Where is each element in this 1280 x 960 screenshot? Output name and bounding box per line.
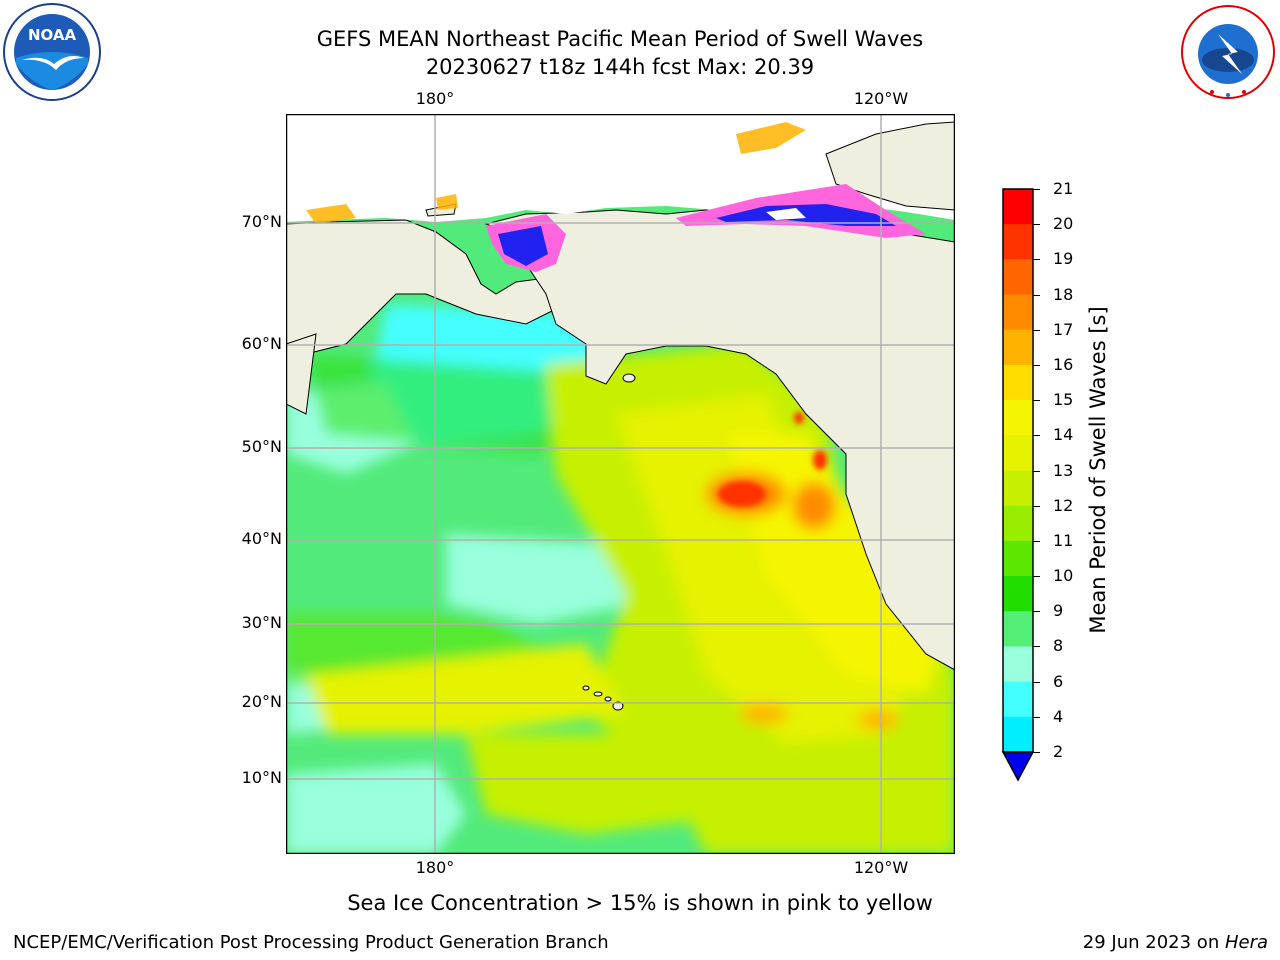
- colorbar-tick-label: 16: [1053, 354, 1074, 374]
- colorbar-tick-label: 11: [1053, 530, 1074, 550]
- colorbar-swatch: [1003, 576, 1033, 612]
- colorbar-tick-mark: [1033, 611, 1040, 613]
- chart-subtitle: 20230627 t18z 144h fcst Max: 20.39: [425, 55, 815, 79]
- chart-title: GEFS MEAN Northeast Pacific Mean Period …: [316, 27, 924, 51]
- colorbar-swatch: [1003, 259, 1033, 296]
- colorbar-tick-mark: [1033, 364, 1040, 366]
- lon-label-120w-top: 120°W: [853, 89, 909, 108]
- colorbar-tick-label: 8: [1053, 636, 1064, 656]
- colorbar-tick-label: 10: [1053, 566, 1074, 586]
- colorbar-tick-mark: [1033, 505, 1040, 507]
- lon-label-120w-bottom: 120°W: [853, 858, 909, 877]
- colorbar-swatch: [1003, 364, 1033, 401]
- colorbar-tick-mark: [1033, 259, 1040, 261]
- noaa-logo-text: NOAA: [28, 26, 77, 44]
- lat-label-20n: 20°N: [241, 692, 282, 711]
- swell-field: [286, 304, 955, 854]
- colorbar-swatch: [1003, 505, 1033, 542]
- colorbar-tick-label: 6: [1053, 671, 1064, 691]
- footer-host: Hera: [1224, 932, 1268, 953]
- colorbar-tick-label: 15: [1053, 390, 1074, 410]
- colorbar-tick-mark: [1033, 752, 1040, 753]
- lon-label-180-top: 180°: [415, 89, 455, 108]
- colorbar-swatch: [1003, 470, 1033, 507]
- colorbar-tick-label: 20: [1053, 214, 1074, 234]
- colorbar-tick-mark: [1033, 400, 1040, 402]
- lat-label-30n: 30°N: [241, 613, 282, 632]
- colorbar-swatch: [1003, 611, 1033, 647]
- colorbar-tick-label: 2: [1053, 742, 1064, 761]
- colorbar-label: Mean Period of Swell Waves [s]: [1086, 306, 1110, 634]
- lat-label-60n: 60°N: [241, 334, 282, 353]
- lat-label-50n: 50°N: [241, 437, 282, 456]
- footer-org: NCEP/EMC/Verification Post Processing Pr…: [13, 932, 609, 953]
- lat-label-10n: 10°N: [241, 768, 282, 787]
- colorbar-swatch: [1003, 294, 1033, 331]
- colorbar-tick-mark: [1033, 716, 1040, 718]
- colorbar-extend-arrow: [1001, 751, 1035, 782]
- sea-ice-note: Sea Ice Concentration > 15% is shown in …: [347, 891, 933, 915]
- colorbar-tick-mark: [1033, 646, 1040, 648]
- sea-ice-band: [306, 122, 926, 272]
- colorbar-tick-mark: [1033, 224, 1040, 226]
- lat-label-40n: 40°N: [241, 529, 282, 548]
- colorbar-tick-mark: [1033, 435, 1040, 437]
- colorbar-tick-mark: [1033, 681, 1040, 683]
- nws-seal-icon: [1181, 5, 1275, 99]
- colorbar-swatch: [1003, 189, 1033, 225]
- colorbar-tick-mark: [1033, 329, 1040, 331]
- colorbar-swatch: [1003, 224, 1033, 260]
- colorbar: [1001, 188, 1035, 782]
- colorbar-tick-mark: [1033, 540, 1040, 542]
- colorbar-tick-mark: [1033, 189, 1040, 190]
- footer-date-text: 29 Jun 2023 on: [1082, 932, 1225, 953]
- colorbar-swatch: [1003, 400, 1033, 436]
- lat-label-70n: 70°N: [241, 212, 282, 231]
- footer-date: 29 Jun 2023 on Hera: [1083, 932, 1268, 953]
- colorbar-tick-label: 18: [1053, 284, 1074, 304]
- lon-label-180-bottom: 180°: [415, 858, 455, 877]
- noaa-logo: NOAA: [2, 2, 102, 102]
- colorbar-tick-mark: [1033, 470, 1040, 472]
- colorbar-tick-label: 17: [1053, 319, 1074, 339]
- noaa-seal-icon: NOAA: [3, 3, 101, 101]
- colorbar-swatch: [1003, 540, 1033, 577]
- swell-period-map: [286, 114, 955, 854]
- colorbar-tick-mark: [1033, 576, 1040, 578]
- colorbar-tick-label: 12: [1053, 495, 1074, 515]
- colorbar-swatch: [1003, 646, 1033, 683]
- colorbar-swatch: [1003, 329, 1033, 366]
- colorbar-tick-label: 14: [1053, 425, 1074, 445]
- colorbar-tick-label: 13: [1053, 460, 1074, 480]
- colorbar-tick-label: 4: [1053, 706, 1064, 726]
- colorbar-tick-mark: [1033, 294, 1040, 296]
- colorbar-swatch: [1003, 681, 1033, 718]
- colorbar-swatch: [1003, 716, 1033, 753]
- colorbar-tick-label: 9: [1053, 601, 1064, 621]
- colorbar-tick-label: 19: [1053, 249, 1074, 269]
- map-gridlines: [286, 114, 955, 854]
- colorbar-swatch: [1003, 435, 1033, 471]
- colorbar-tick-label: 21: [1053, 179, 1074, 198]
- nws-logo: [1178, 2, 1278, 102]
